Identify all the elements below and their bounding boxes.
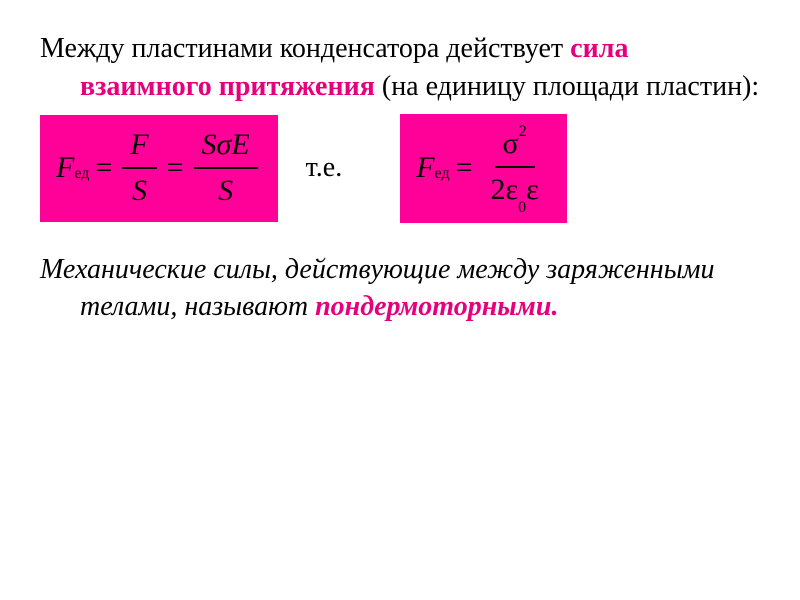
f2-den-pre: 2ε bbox=[491, 173, 519, 206]
f2-frac-den: 2ε0ε bbox=[483, 168, 547, 213]
f1-frac1-den: S bbox=[124, 169, 155, 212]
formula-box-1: F ед = F S = SσE S bbox=[40, 115, 278, 222]
f2-den-sub: 0 bbox=[518, 199, 526, 216]
f2-num-exp: 2 bbox=[519, 123, 527, 140]
te-label: т.е. bbox=[306, 149, 343, 187]
intro-text-1: Между пластинами конденсатора действует bbox=[40, 33, 570, 64]
f1-frac2-num: SσE bbox=[194, 125, 258, 170]
f2-num-base: σ bbox=[503, 127, 519, 160]
formula-row: F ед = F S = SσE S т.е. F ед = σ2 2ε0ε bbox=[40, 114, 760, 223]
f2-den-post: ε bbox=[526, 173, 539, 206]
f1-eq-2: = bbox=[167, 148, 184, 189]
f2-frac: σ2 2ε0ε bbox=[483, 124, 547, 213]
f2-frac-num: σ2 bbox=[495, 124, 535, 169]
f2-eq-1: = bbox=[456, 148, 473, 189]
f1-lhs-sub: ед bbox=[74, 163, 89, 185]
f2-lhs-sym: F bbox=[416, 148, 434, 189]
definition-term: пондермоторными. bbox=[315, 291, 558, 322]
paragraph-intro: Между пластинами конденсатора действует … bbox=[40, 30, 760, 106]
f1-frac2-den: S bbox=[210, 169, 241, 212]
formula-box-2: F ед = σ2 2ε0ε bbox=[400, 114, 567, 223]
f1-frac-2: SσE S bbox=[194, 125, 258, 212]
paragraph-definition: Механические силы, действующие между зар… bbox=[40, 251, 760, 327]
intro-text-2: (на единицу площади пластин): bbox=[382, 71, 759, 102]
f2-lhs-sub: ед bbox=[435, 163, 450, 185]
f1-frac-1: F S bbox=[122, 125, 156, 212]
f1-frac1-num: F bbox=[122, 125, 156, 170]
f1-eq-1: = bbox=[95, 148, 112, 189]
f1-lhs-sym: F bbox=[56, 148, 74, 189]
